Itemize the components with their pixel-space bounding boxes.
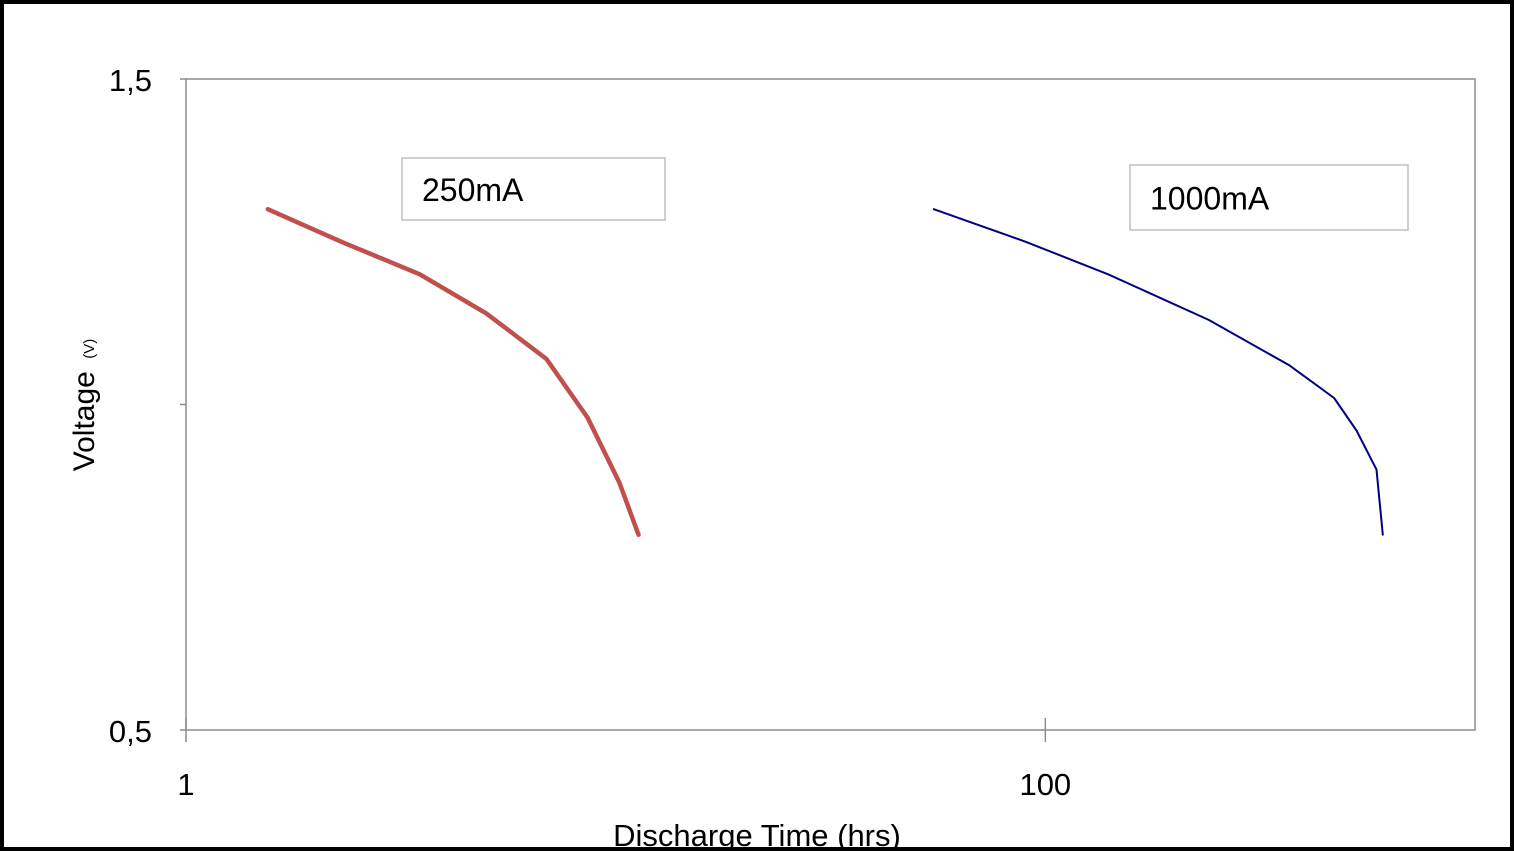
x-axis-label: Discharge Time (hrs) [613, 818, 901, 851]
annotation-label-1000mA: 1000mA [1150, 181, 1270, 217]
annotation-box-250mA [401, 157, 666, 221]
series-line-250mA [265, 206, 641, 537]
x-tick-label-1: 100 [1019, 767, 1071, 802]
x-tick-label-0: 1 [177, 767, 194, 802]
y-tick-label-2: 1,5 [109, 63, 152, 98]
series-line-1000mA [932, 208, 1384, 536]
y-axis-label: Voltage (V) [68, 339, 101, 472]
annotation-box-1000mA [1129, 164, 1409, 231]
annotation-label-250mA: 250mA [422, 172, 524, 208]
y-tick-label-0: 0,5 [109, 714, 152, 749]
